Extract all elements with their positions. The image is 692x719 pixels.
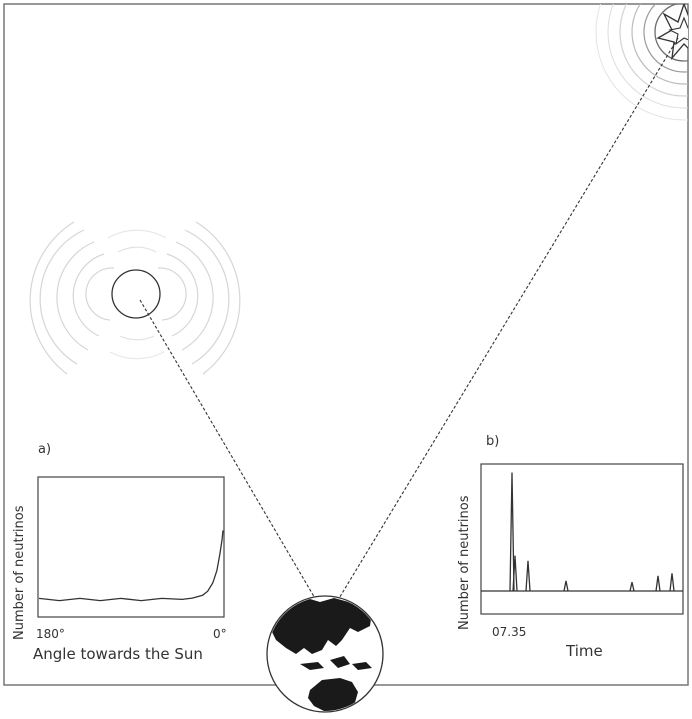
chart-b-tick-left: 07.35 [492, 625, 526, 639]
chart-a-series-line [38, 530, 224, 602]
chart-b-xlabel: Time [565, 642, 603, 660]
neutrino-paths [139, 37, 679, 601]
chart-b: b) Number of neutrinos 07.35 Time [457, 434, 684, 660]
chart-b-bar [669, 573, 675, 592]
chart-b-bars [509, 472, 675, 592]
chart-b-ylabel: Number of neutrinos [457, 495, 472, 630]
chart-a-tick-right: 0° [213, 627, 227, 641]
chart-a-xlabel: Angle towards the Sun [33, 645, 203, 663]
chart-b-bar [655, 575, 661, 592]
path-sun-to-earth [139, 299, 317, 601]
chart-a-ylabel: Number of neutrinos [12, 505, 27, 640]
chart-b-bar [512, 555, 518, 592]
australia-landmass [308, 678, 358, 711]
chart-b-bar [509, 472, 515, 592]
chart-b-frame [480, 463, 684, 615]
chart-a-tag: a) [38, 442, 51, 457]
chart-a: a) Number of neutrinos 180° 0° Angle tow… [12, 442, 227, 663]
chart-b-tag: b) [486, 434, 499, 449]
indonesia-landmass [300, 656, 372, 670]
path-supernova-to-earth [337, 37, 679, 601]
japan-landmass [352, 614, 364, 628]
earth-globe-icon [266, 595, 384, 713]
chart-b-bar [629, 582, 635, 592]
chart-a-tick-left: 180° [36, 627, 65, 641]
chart-a-frame [37, 476, 225, 618]
asia-landmass [268, 597, 372, 654]
sun-icon [29, 221, 241, 375]
chart-b-bar [563, 580, 569, 592]
supernova-burst-icon [595, 4, 688, 121]
sun-emission-rings [29, 221, 241, 375]
chart-b-bar [525, 560, 531, 592]
